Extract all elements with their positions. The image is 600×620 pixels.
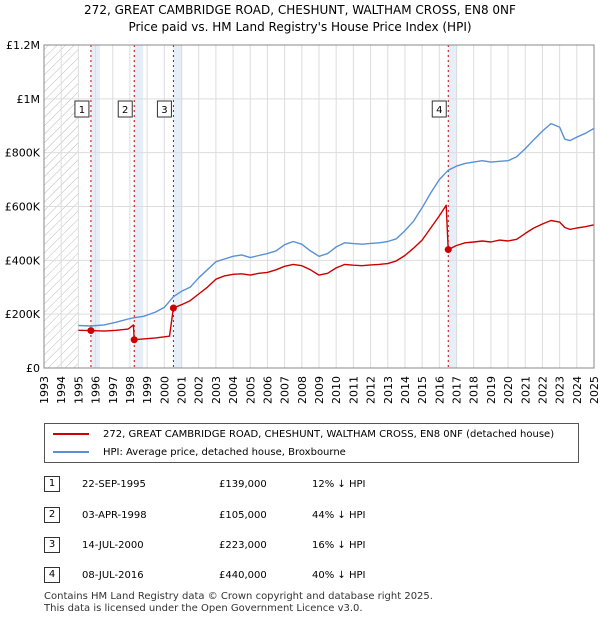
x-tick-label: 2008 xyxy=(296,376,309,404)
footer-licence: This data is licensed under the Open Gov… xyxy=(44,603,363,614)
transaction-price: £139,000 xyxy=(219,479,267,490)
legend-swatch-property xyxy=(53,433,89,435)
transaction-date: 08-JUL-2016 xyxy=(82,570,144,581)
x-tick-label: 2012 xyxy=(365,376,378,404)
x-tick-label: 2003 xyxy=(210,376,223,404)
x-tick-label: 2010 xyxy=(330,376,343,404)
transaction-number: 4 xyxy=(44,567,60,583)
chart-subtitle: Price paid vs. HM Land Registry's House … xyxy=(128,20,472,34)
sale-point xyxy=(444,246,452,254)
transaction-number: 2 xyxy=(44,507,60,523)
y-tick-label: £200K xyxy=(5,308,41,321)
x-tick-label: 1996 xyxy=(90,376,103,404)
transaction-date: 14-JUL-2000 xyxy=(82,540,144,551)
x-tick-label: 2004 xyxy=(227,376,240,404)
x-tick-label: 2002 xyxy=(193,376,206,404)
legend-item-property: 272, GREAT CAMBRIDGE ROAD, CHESHUNT, WAL… xyxy=(53,427,554,443)
sale-label-text: 4 xyxy=(436,105,442,116)
x-tick-label: 2021 xyxy=(519,376,532,404)
x-tick-label: 2017 xyxy=(451,376,464,404)
sale-point xyxy=(169,304,177,312)
x-tick-label: 2022 xyxy=(536,376,549,404)
transaction-number: 1 xyxy=(44,476,60,492)
x-tick-label: 2018 xyxy=(468,376,481,404)
legend-item-hpi: HPI: Average price, detached house, Brox… xyxy=(53,445,346,461)
transaction-date: 03-APR-1998 xyxy=(82,510,147,521)
x-tick-label: 2016 xyxy=(433,376,446,404)
x-tick-label: 2014 xyxy=(399,376,412,404)
transaction-price: £440,000 xyxy=(219,570,267,581)
transaction-hpi: 44% ↓ HPI xyxy=(312,510,366,521)
sale-label-text: 1 xyxy=(79,105,85,116)
sale-label-box xyxy=(431,100,447,118)
plot-frame xyxy=(43,44,595,369)
transaction-price: £223,000 xyxy=(219,540,267,551)
x-tick-label: 2009 xyxy=(313,376,326,404)
x-tick-label: 2007 xyxy=(279,376,292,404)
transaction-row: 1 22-SEP-1995 £139,000 12% ↓ HPI xyxy=(44,474,404,496)
legend-label-hpi: HPI: Average price, detached house, Brox… xyxy=(103,447,346,458)
sale-label-box xyxy=(156,100,172,118)
y-tick-label: £800K xyxy=(5,147,41,160)
x-tick-label: 1993 xyxy=(38,376,51,404)
legend-label-property: 272, GREAT CAMBRIDGE ROAD, CHESHUNT, WAL… xyxy=(103,429,555,440)
transaction-row: 3 14-JUL-2000 £223,000 16% ↓ HPI xyxy=(44,535,404,557)
sale-point xyxy=(87,327,95,335)
x-tick-label: 1998 xyxy=(124,376,137,404)
footer-copyright: Contains HM Land Registry data © Crown c… xyxy=(44,591,433,602)
x-tick-label: 2006 xyxy=(261,376,274,404)
transaction-row: 2 03-APR-1998 £105,000 44% ↓ HPI xyxy=(44,505,404,527)
legend: 272, GREAT CAMBRIDGE ROAD, CHESHUNT, WAL… xyxy=(44,423,579,463)
x-tick-label: 2015 xyxy=(416,376,429,404)
y-tick-label: £1.2M xyxy=(6,39,40,52)
transaction-hpi: 16% ↓ HPI xyxy=(312,540,366,551)
x-tick-label: 2025 xyxy=(588,376,600,404)
x-tick-label: 2020 xyxy=(502,376,515,404)
price-chart: 1 2 3 4 £0 £200K £400K £600K £800K £1M £1.2M 1993 19… xyxy=(5,39,600,404)
y-tick-label: £0 xyxy=(26,362,40,375)
x-tick-label: 1997 xyxy=(107,376,120,404)
x-tick-label: 2005 xyxy=(244,376,257,404)
transaction-hpi: 40% ↓ HPI xyxy=(312,570,366,581)
sale-label-box xyxy=(117,100,133,118)
sale-label-text: 2 xyxy=(122,105,128,116)
x-tick-label: 2011 xyxy=(347,376,360,404)
x-tick-label: 2001 xyxy=(176,376,189,404)
x-tick-label: 1999 xyxy=(141,376,154,404)
x-tick-label: 1994 xyxy=(55,376,68,404)
chart-title: 272, GREAT CAMBRIDGE ROAD, CHESHUNT, WAL… xyxy=(84,3,516,17)
sale-label-box xyxy=(74,100,90,118)
sale-label-text: 3 xyxy=(161,105,167,116)
legend-swatch-hpi xyxy=(53,451,89,453)
transaction-price: £105,000 xyxy=(219,510,267,521)
x-tick-label: 2013 xyxy=(382,376,395,404)
x-tick-label: 2019 xyxy=(485,376,498,404)
sale-point xyxy=(130,336,138,344)
y-tick-label: £400K xyxy=(5,254,41,267)
x-tick-label: 2024 xyxy=(571,376,584,404)
y-tick-label: £600K xyxy=(5,201,41,214)
x-tick-label: 2023 xyxy=(554,376,567,404)
transaction-date: 22-SEP-1995 xyxy=(82,479,146,490)
x-tick-label: 2000 xyxy=(158,376,171,404)
transaction-number: 3 xyxy=(44,537,60,553)
hpi-line xyxy=(78,122,595,327)
x-tick-label: 1995 xyxy=(72,376,85,404)
transaction-hpi: 12% ↓ HPI xyxy=(312,479,366,490)
y-tick-label: £1M xyxy=(17,93,41,106)
transaction-row: 4 08-JUL-2016 £440,000 40% ↓ HPI xyxy=(44,565,404,587)
